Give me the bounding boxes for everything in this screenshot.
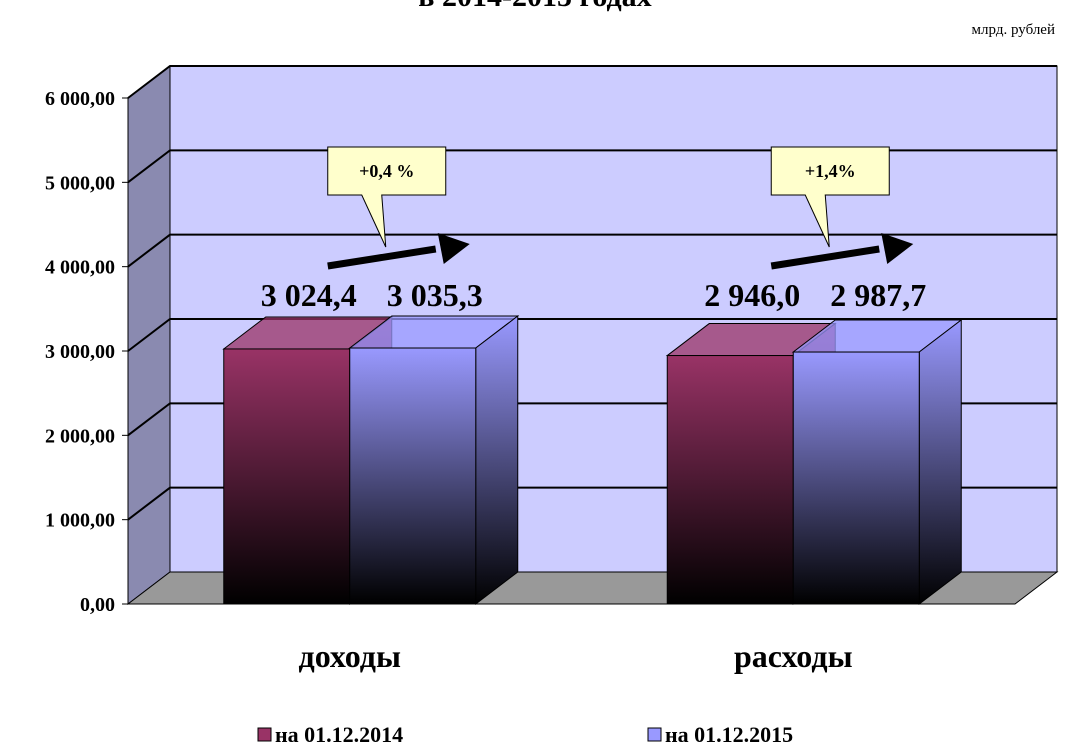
grid-line <box>127 318 1057 352</box>
annotation: +0,4 % <box>359 161 414 181</box>
value-label: 2 987,7 <box>830 277 926 313</box>
bar-side <box>918 319 962 606</box>
arrow <box>327 245 437 270</box>
annotation: +1,4% <box>805 161 856 181</box>
bar <box>792 351 920 605</box>
chart-title: в 2014-2015 годах <box>418 0 651 13</box>
legend-label: на 01.12.2015 <box>665 722 793 747</box>
bar <box>223 348 351 605</box>
value-label: 3 024,4 <box>261 277 357 313</box>
value-label: 3 035,3 <box>387 277 483 313</box>
y-tick-label: 1 000,00 <box>45 510 115 532</box>
callout <box>327 146 447 248</box>
y-tick-label: 2 000,00 <box>45 425 115 447</box>
legend-swatch <box>257 727 272 742</box>
legend-swatch <box>647 727 662 742</box>
x-tick-label: расходы <box>734 638 853 674</box>
bar-side <box>475 315 519 606</box>
y-tick-label: 0,00 <box>80 594 115 616</box>
y-tick-label: 4 000,00 <box>45 257 115 279</box>
callout <box>770 146 890 248</box>
grid-line <box>127 149 1057 184</box>
value-label: 2 946,0 <box>704 277 800 313</box>
y-tick-label: 5 000,00 <box>45 172 115 194</box>
legend-label: на 01.12.2014 <box>275 722 403 747</box>
y-tick-label: 6 000,00 <box>45 88 115 110</box>
x-tick-label: доходы <box>299 638 401 674</box>
y-tick-label: 3 000,00 <box>45 341 115 363</box>
bar <box>349 347 477 605</box>
grid-line <box>127 233 1057 268</box>
arrow-head <box>881 233 914 264</box>
grid-line <box>127 65 1057 99</box>
arrow-head <box>437 233 470 264</box>
arrow <box>770 245 880 270</box>
unit-label: млрд. рублей <box>972 22 1055 38</box>
bar <box>666 355 794 605</box>
